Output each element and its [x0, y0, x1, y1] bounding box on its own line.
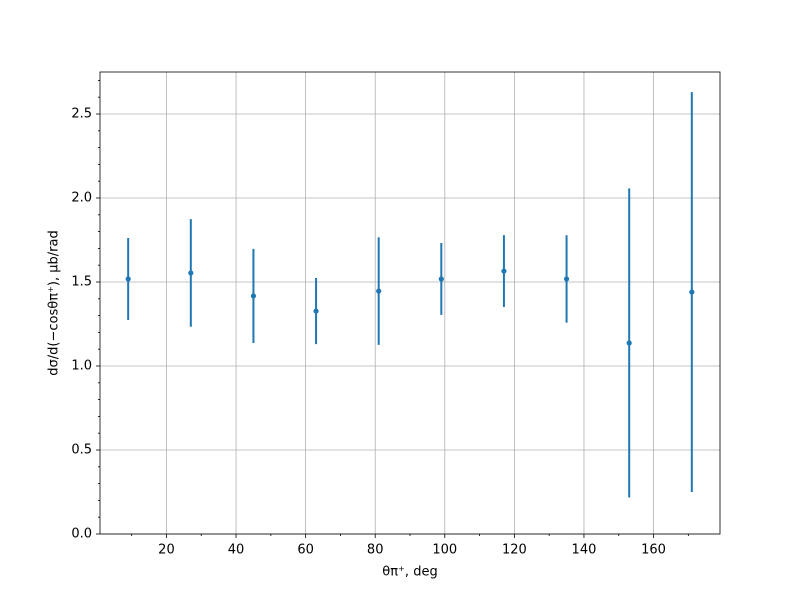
x-tick-label: 160: [641, 543, 666, 558]
plot-frame: [99, 71, 721, 535]
x-axis-label: θπ⁺, deg: [382, 565, 437, 580]
x-tick-label: 120: [502, 543, 527, 558]
data-point: [563, 276, 570, 282]
data-point: [313, 308, 319, 314]
y-axis-label: dσ/d(−cosθπ⁺), μb/rad: [47, 230, 62, 375]
data-point: [250, 293, 257, 299]
y-tick-label: 2.0: [71, 191, 92, 206]
y-tick-label: 0.0: [71, 527, 92, 542]
x-tick-label: 60: [297, 543, 314, 558]
data-point: [376, 288, 382, 294]
x-tick-label: 100: [432, 543, 457, 558]
x-tick-label: 80: [367, 543, 384, 558]
data-point: [501, 268, 507, 274]
y-tick-label: 1.0: [71, 359, 92, 374]
x-tick-label: 40: [228, 543, 245, 558]
data-point: [125, 276, 131, 282]
y-tick-label: 0.5: [71, 443, 92, 458]
x-tick-label: 20: [158, 543, 175, 558]
x-tick-label: 140: [572, 543, 597, 558]
data-point: [689, 289, 695, 295]
data-point: [438, 276, 444, 282]
data-point: [626, 340, 632, 346]
y-tick-label: 2.5: [71, 107, 92, 122]
y-tick-label: 1.5: [71, 275, 92, 290]
data-point: [188, 270, 194, 276]
